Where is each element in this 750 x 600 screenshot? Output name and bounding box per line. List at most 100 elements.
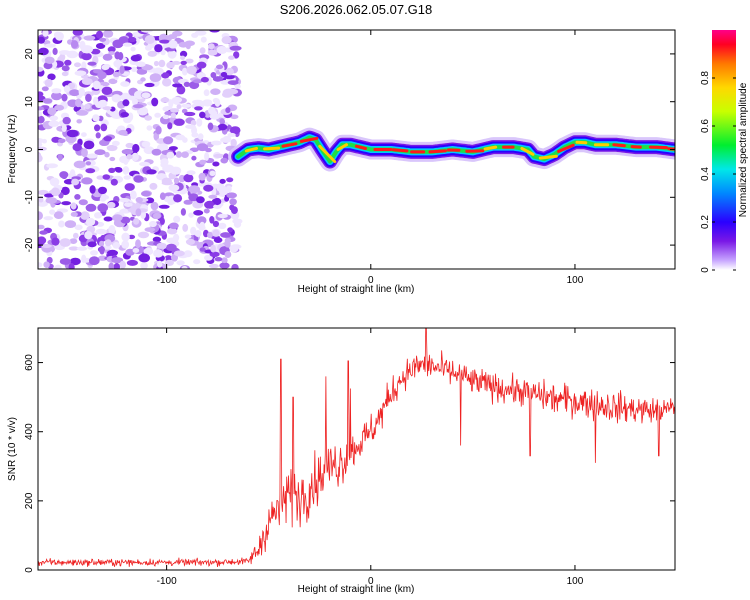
noise-blob <box>141 190 151 197</box>
noise-blob <box>183 250 193 258</box>
noise-blob <box>49 209 56 215</box>
noise-blob <box>119 65 125 74</box>
snr-xlabel: Height of straight line (km) <box>298 584 415 595</box>
noise-blob <box>108 262 115 269</box>
spectrogram-xtick-label: -100 <box>157 275 177 286</box>
noise-blob <box>81 78 93 85</box>
noise-blob <box>212 97 220 104</box>
noise-blob <box>163 136 174 145</box>
ridge-core <box>336 143 348 151</box>
noise-blob <box>38 138 44 144</box>
noise-blob <box>229 198 237 206</box>
noise-blob <box>113 263 120 269</box>
noise-blob <box>95 132 101 139</box>
noise-blob <box>118 129 128 136</box>
noise-blob <box>151 148 162 156</box>
noise-blob <box>210 88 221 95</box>
noise-blob <box>106 201 116 209</box>
noise-blob <box>119 260 126 269</box>
noise-blob <box>224 251 232 258</box>
noise-blob <box>170 166 182 175</box>
noise-blob <box>124 202 133 208</box>
noise-blob <box>170 108 180 113</box>
noise-blob <box>123 175 132 180</box>
noise-blob <box>76 119 82 124</box>
noise-blob <box>166 151 175 159</box>
noise-blob <box>121 240 130 249</box>
noise-blob <box>108 225 116 234</box>
noise-blob <box>176 85 186 95</box>
noise-blob <box>98 255 108 261</box>
noise-blob <box>101 64 110 71</box>
snr-xtick-label: -100 <box>157 576 177 587</box>
noise-blob <box>38 224 45 230</box>
noise-blob <box>156 242 167 249</box>
noise-blob <box>89 185 96 194</box>
noise-blob <box>173 233 180 242</box>
noise-blob <box>234 84 241 89</box>
noise-blob <box>218 187 229 196</box>
noise-blob <box>209 30 220 33</box>
noise-blob <box>130 190 137 200</box>
noise-blob <box>194 230 202 237</box>
spectrogram-ylabel: Frequency (Hz) <box>7 115 18 184</box>
noise-blob <box>92 80 101 90</box>
noise-blob <box>108 51 115 56</box>
snr-series-line <box>38 328 675 568</box>
noise-blob <box>145 45 152 51</box>
noise-blob <box>230 138 237 148</box>
noise-blob <box>49 115 59 121</box>
noise-blob <box>175 151 182 158</box>
noise-blob <box>192 99 204 105</box>
noise-blob <box>99 245 105 255</box>
noise-blob <box>130 46 136 52</box>
noise-blob <box>93 96 99 106</box>
noise-blob <box>94 212 103 219</box>
noise-blob <box>126 259 138 266</box>
noise-blob <box>122 42 133 47</box>
spectrogram-content <box>38 30 675 269</box>
noise-blob <box>213 204 222 210</box>
noise-blob <box>39 230 48 235</box>
noise-blob <box>81 132 87 138</box>
noise-blob <box>180 55 186 60</box>
colorbar-ticks: 0 0.2 0.4 0.6 0.8 <box>700 71 736 273</box>
noise-blob <box>135 239 141 249</box>
noise-blob <box>208 43 215 50</box>
noise-blob <box>81 177 93 185</box>
noise-blob <box>78 199 88 206</box>
noise-blob <box>209 263 219 269</box>
noise-blob <box>212 220 219 228</box>
noise-blob <box>74 224 83 231</box>
noise-blob <box>61 93 68 102</box>
ridge-core <box>520 147 535 156</box>
noise-blob <box>64 220 77 229</box>
snr-ytick-label: 200 <box>24 492 35 509</box>
noise-blob <box>38 262 43 268</box>
noise-blob <box>182 223 189 232</box>
noise-blob <box>47 107 57 116</box>
noise-blob <box>196 216 207 225</box>
ridge-core <box>244 146 258 153</box>
noise-blob <box>141 141 151 148</box>
noise-blob <box>42 30 49 37</box>
noise-blob <box>166 61 175 69</box>
spectrogram-xlabel: Height of straight line (km) <box>298 284 415 295</box>
noise-blob <box>112 39 124 49</box>
noise-blob <box>112 140 120 146</box>
noise-blob <box>207 49 218 56</box>
noise-blob <box>44 193 54 198</box>
spectrogram-ytick-label: 20 <box>24 48 35 60</box>
noise-blob <box>182 137 188 143</box>
noise-blob <box>121 232 130 242</box>
noise-blob <box>69 238 78 245</box>
noise-blob <box>141 92 151 99</box>
noise-blob <box>81 52 92 61</box>
noise-blob <box>120 111 129 118</box>
noise-blob <box>204 200 216 209</box>
noise-blob <box>173 194 183 203</box>
noise-blob <box>131 152 139 161</box>
noise-blob <box>59 238 71 247</box>
noise-blob <box>162 78 172 87</box>
noise-blob <box>100 123 108 132</box>
